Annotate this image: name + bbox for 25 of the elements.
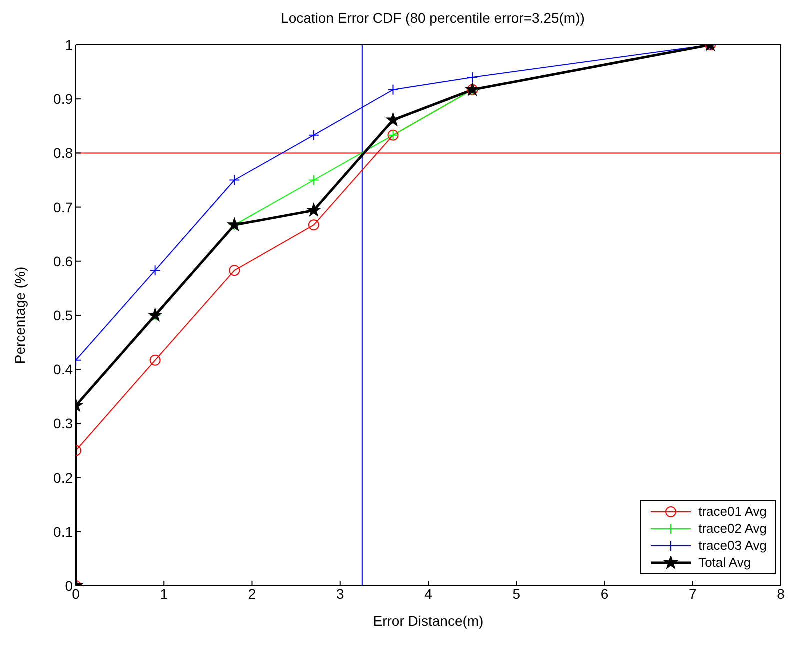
- y-tick-label: 0.9: [54, 91, 74, 108]
- y-tick-label: 0.3: [54, 416, 74, 432]
- x-tick-label: 4: [424, 586, 433, 602]
- x-tick-label: 6: [600, 586, 609, 602]
- y-tick-label: 0.2: [54, 470, 74, 486]
- chart-title: Location Error CDF (80 percentile error=3.25(m)): [280, 10, 586, 26]
- x-axis-title: Error Distance(m): [373, 613, 484, 629]
- y-tick-label: 0.1: [54, 524, 74, 540]
- y-tick-label: 0.6: [54, 253, 74, 270]
- x-tick-label: 2: [248, 586, 256, 602]
- y-tick-label: 0.5: [54, 307, 74, 324]
- legend-label: trace02 Avg: [698, 521, 767, 536]
- y-tick-label: 1: [65, 36, 74, 53]
- legend-label: trace01 Avg: [698, 504, 767, 519]
- x-tick-label: 1: [160, 586, 168, 602]
- y-tick-label: 0.8: [54, 145, 74, 162]
- y-tick-label: 0.7: [54, 199, 74, 216]
- legend-label: trace03 Avg: [698, 538, 767, 553]
- x-tick-label: 7: [688, 586, 697, 602]
- y-tick-label: 0.4: [54, 362, 74, 378]
- x-tick-label: 3: [336, 586, 344, 602]
- legend-label: Total Avg: [698, 555, 752, 570]
- x-tick-label: 8: [777, 586, 786, 602]
- x-tick-label: 5: [512, 586, 521, 602]
- y-axis-title: Percentage (%): [12, 266, 28, 364]
